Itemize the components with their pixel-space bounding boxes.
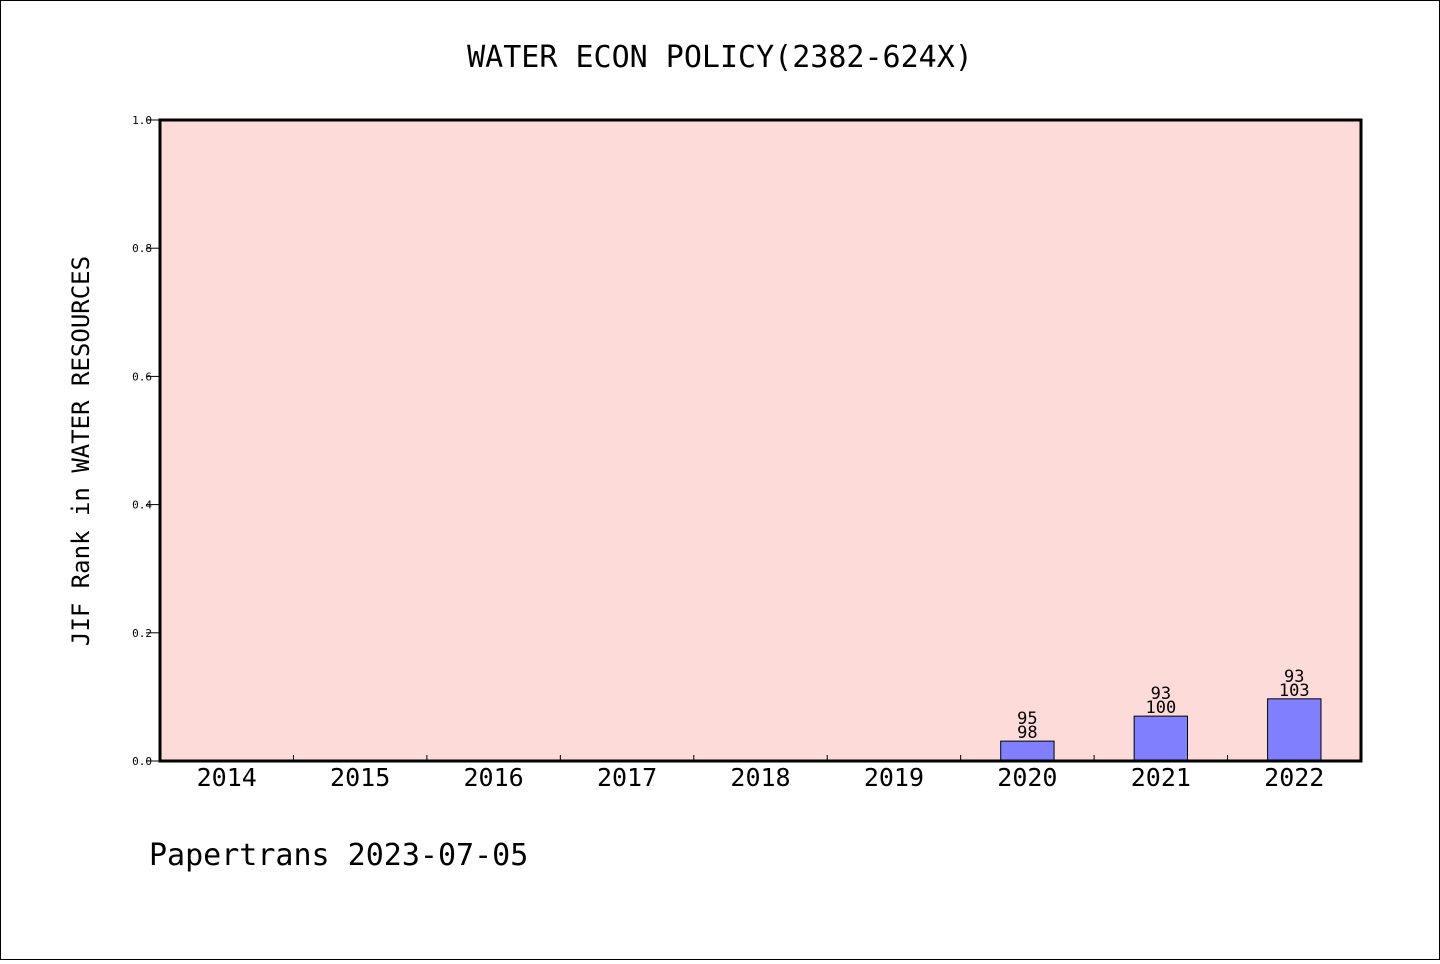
x-tick-label: 2017: [597, 763, 657, 792]
x-tick-label: 2016: [464, 763, 524, 792]
bar-label-top: 95: [1017, 709, 1037, 729]
bar-2020: [1000, 740, 1055, 762]
bar-label-bottom: 100: [1145, 698, 1176, 718]
x-tick-label: 2022: [1264, 763, 1324, 792]
x-tick-label: 2021: [1131, 763, 1191, 792]
y-tick-label: 0.2: [132, 627, 152, 640]
y-tick-label: 0.0: [132, 755, 152, 768]
x-tick-label: 2018: [730, 763, 790, 792]
bar-2022: [1267, 698, 1322, 762]
y-tick-label: 0.6: [132, 370, 152, 383]
chart-title: WATER ECON POLICY(2382-624X): [467, 40, 973, 75]
bar-label-top: 93: [1284, 667, 1304, 687]
plot-area: [160, 120, 1361, 761]
bar-2021: [1133, 715, 1189, 762]
x-ticks-layer: 2014 2015 2016 2017 2018 2019 2020 2021 2022: [197, 755, 1324, 792]
footer-source-text: Papertrans 2023-07-05: [149, 838, 528, 873]
y-tick-label: 1.0: [132, 114, 152, 127]
plot-border: [158, 118, 1363, 763]
x-tick-label: 2019: [864, 763, 924, 792]
y-tick-label: 0.8: [132, 242, 152, 255]
x-tick-label: 2014: [197, 763, 257, 792]
y-ticks-layer: 0.0 0.2 0.4 0.6 0.8 1.0: [132, 114, 160, 768]
x-tick-label: 2015: [330, 763, 390, 792]
x-tick-label: 2020: [997, 763, 1057, 792]
bar-label-bottom: 98: [1017, 723, 1037, 743]
bar-label-top: 93: [1151, 684, 1171, 704]
y-tick-label: 0.4: [132, 499, 152, 512]
bar-label-bottom: 103: [1279, 681, 1310, 701]
y-axis-label: JIF Rank in WATER RESOURCES: [67, 256, 95, 646]
